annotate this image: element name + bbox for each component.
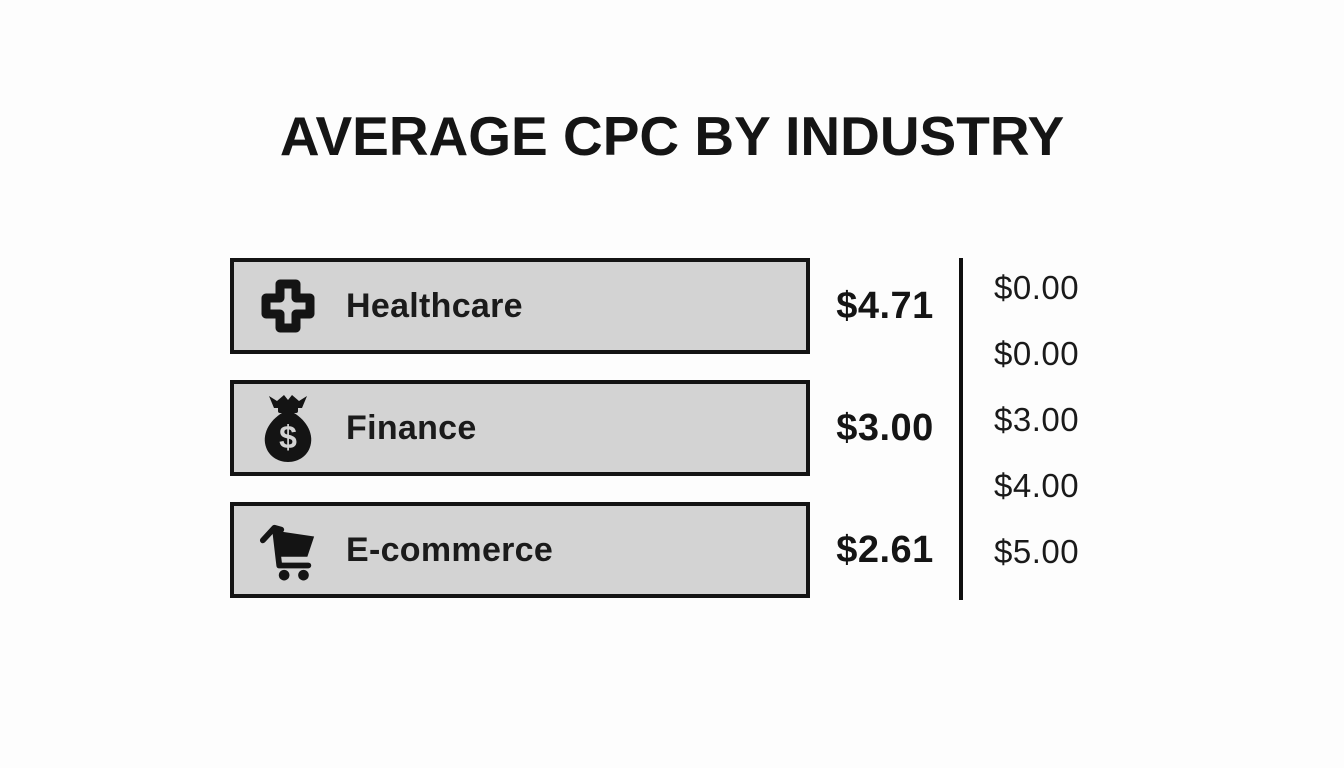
bar-value: $2.61 (836, 528, 934, 571)
shopping-cart-icon (258, 516, 318, 584)
axis-tick-label: $5.00 (994, 533, 1080, 570)
axis-tick-label: $4.00 (994, 467, 1080, 504)
axis-tick-label: $3.00 (994, 401, 1080, 438)
bar-ecommerce: E-commerce (230, 502, 810, 598)
bar-label: E-commerce (346, 530, 554, 569)
bar-label: Finance (346, 408, 477, 447)
medical-cross-icon (258, 272, 318, 340)
money-bag-icon: $ (258, 394, 318, 462)
axis-tick-label: $0.00 (994, 269, 1080, 306)
bar-label: Healthcare (346, 286, 523, 325)
bar-row-finance: $ Finance $3.00 (230, 380, 960, 476)
bar-value: $4.71 (836, 284, 934, 327)
bar-row-ecommerce: E-commerce $2.61 (230, 502, 960, 598)
axis-tick-label: $0.00 (994, 335, 1080, 372)
bar-healthcare: Healthcare (230, 258, 810, 354)
chart-title: AVERAGE CPC BY INDUSTRY (279, 105, 1065, 167)
bar-finance: $ Finance (230, 380, 810, 476)
bar-row-healthcare: Healthcare $4.71 (230, 258, 960, 354)
y-axis-line (959, 258, 963, 600)
svg-text:$: $ (279, 419, 297, 455)
bar-value: $3.00 (836, 406, 934, 449)
